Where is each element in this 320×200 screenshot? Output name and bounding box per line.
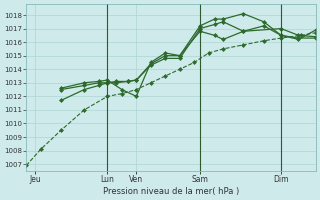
X-axis label: Pression niveau de la mer( hPa ): Pression niveau de la mer( hPa ) [103,187,239,196]
